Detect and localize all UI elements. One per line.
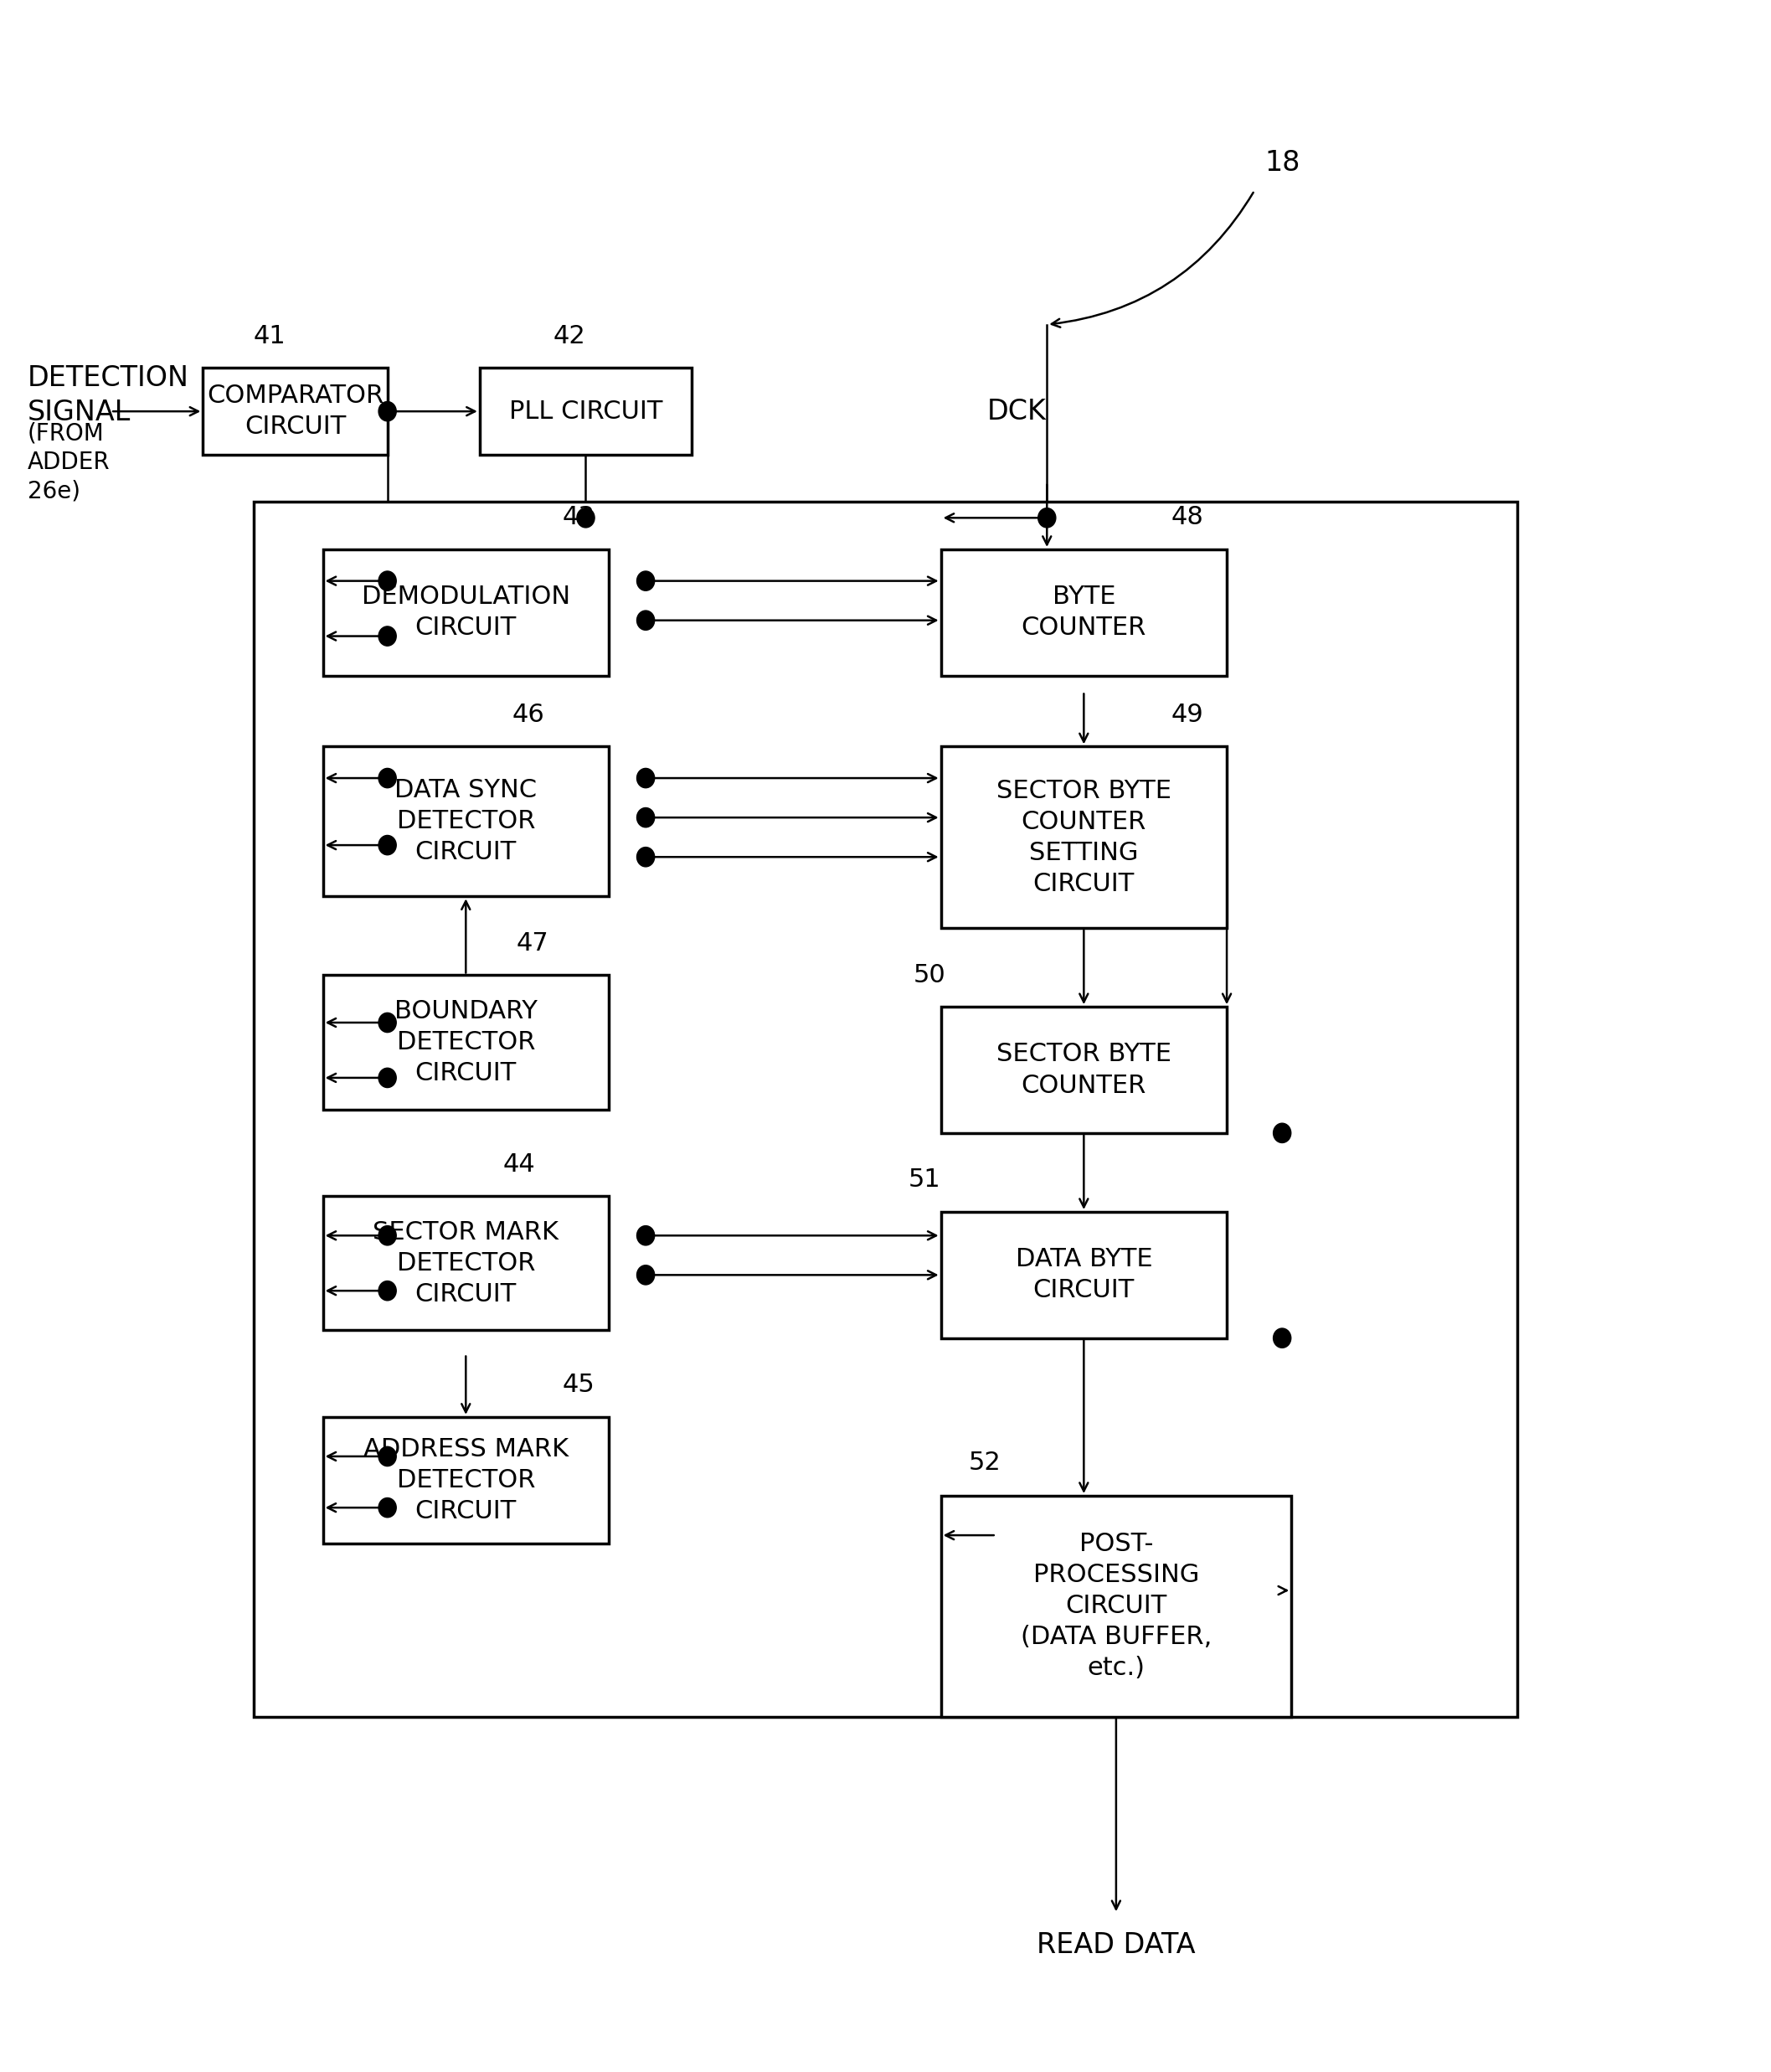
Text: POST-
PROCESSING
CIRCUIT
(DATA BUFFER,
etc.): POST- PROCESSING CIRCUIT (DATA BUFFER, e… [1020, 1531, 1211, 1680]
Circle shape [379, 769, 397, 787]
Circle shape [638, 769, 655, 787]
Text: DCK: DCK [986, 398, 1047, 425]
Circle shape [379, 1280, 397, 1301]
Circle shape [379, 1067, 397, 1088]
Circle shape [379, 626, 397, 646]
Text: 52: 52 [969, 1450, 1001, 1475]
Circle shape [577, 508, 595, 528]
Text: SECTOR MARK
DETECTOR
CIRCUIT: SECTOR MARK DETECTOR CIRCUIT [374, 1220, 560, 1305]
Text: READ DATA: READ DATA [1036, 1931, 1195, 1960]
Bar [940, 1212, 1227, 1339]
Bar [322, 1417, 609, 1544]
Text: PLL CIRCUIT: PLL CIRCUIT [508, 400, 662, 423]
Text: DATA SYNC
DETECTOR
CIRCUIT: DATA SYNC DETECTOR CIRCUIT [395, 779, 537, 864]
Text: 18: 18 [1264, 149, 1300, 176]
Text: 46: 46 [512, 702, 544, 727]
Text: SECTOR BYTE
COUNTER
SETTING
CIRCUIT: SECTOR BYTE COUNTER SETTING CIRCUIT [997, 779, 1171, 895]
Circle shape [379, 1227, 397, 1245]
Bar [322, 1196, 609, 1330]
Circle shape [638, 611, 655, 630]
Circle shape [379, 402, 397, 421]
Text: 41: 41 [253, 323, 287, 348]
Bar [940, 1007, 1227, 1133]
Circle shape [638, 808, 655, 827]
Bar [322, 976, 609, 1109]
Circle shape [638, 572, 655, 591]
Text: (FROM
ADDER
26e): (FROM ADDER 26e) [28, 423, 110, 503]
Bar [940, 746, 1227, 928]
Bar [940, 1496, 1291, 1716]
Circle shape [379, 835, 397, 856]
Circle shape [379, 1446, 397, 1467]
Text: BOUNDARY
DETECTOR
CIRCUIT: BOUNDARY DETECTOR CIRCUIT [395, 999, 537, 1086]
Bar [322, 549, 609, 675]
Text: ADDRESS MARK
DETECTOR
CIRCUIT: ADDRESS MARK DETECTOR CIRCUIT [363, 1436, 568, 1523]
Bar [204, 369, 388, 454]
Text: COMPARATOR
CIRCUIT: COMPARATOR CIRCUIT [207, 383, 384, 439]
Text: 49: 49 [1171, 702, 1204, 727]
Circle shape [638, 1266, 655, 1285]
Text: 50: 50 [914, 963, 946, 986]
Circle shape [638, 1227, 655, 1245]
Bar [322, 746, 609, 897]
Circle shape [1273, 1123, 1291, 1144]
Text: 51: 51 [909, 1169, 940, 1191]
Text: 44: 44 [503, 1152, 535, 1177]
Bar [253, 501, 1518, 1716]
Bar [940, 549, 1227, 675]
Circle shape [379, 572, 397, 591]
Circle shape [638, 847, 655, 866]
Circle shape [379, 1498, 397, 1517]
Text: 45: 45 [563, 1374, 595, 1397]
Circle shape [379, 1013, 397, 1032]
Text: SECTOR BYTE
COUNTER: SECTOR BYTE COUNTER [997, 1042, 1171, 1098]
Circle shape [1273, 1328, 1291, 1347]
Bar [480, 369, 692, 454]
Text: DEMODULATION
CIRCUIT: DEMODULATION CIRCUIT [361, 584, 570, 640]
Text: DETECTION
SIGNAL: DETECTION SIGNAL [28, 365, 189, 427]
Text: BYTE
COUNTER: BYTE COUNTER [1022, 584, 1146, 640]
Text: 47: 47 [517, 930, 549, 955]
Text: 42: 42 [553, 323, 586, 348]
Text: DATA BYTE
CIRCUIT: DATA BYTE CIRCUIT [1015, 1247, 1153, 1303]
Text: 43: 43 [563, 506, 595, 530]
Text: 48: 48 [1171, 506, 1204, 530]
Circle shape [1038, 508, 1056, 528]
